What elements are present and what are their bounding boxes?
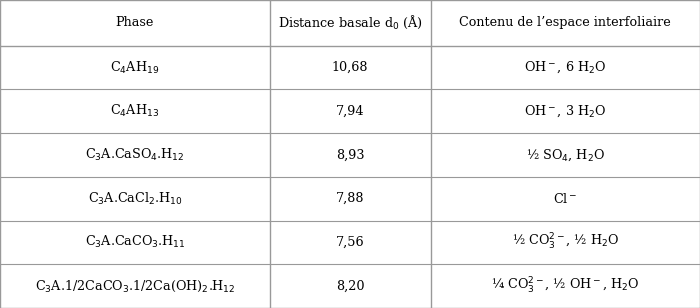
Text: C$_3$A.CaCl$_2$.H$_{10}$: C$_3$A.CaCl$_2$.H$_{10}$ [88, 191, 182, 207]
Text: ¼ CO$_3^{2-}$, ½ OH$^-$, H$_2$O: ¼ CO$_3^{2-}$, ½ OH$^-$, H$_2$O [491, 276, 639, 296]
Text: Distance basale d$_0$ (Å): Distance basale d$_0$ (Å) [278, 14, 422, 31]
Text: Contenu de l’espace interfoliaire: Contenu de l’espace interfoliaire [459, 16, 671, 29]
Text: 8,93: 8,93 [336, 148, 364, 161]
Text: ½ SO$_4$, H$_2$O: ½ SO$_4$, H$_2$O [526, 147, 605, 163]
Text: 7,56: 7,56 [336, 236, 364, 249]
Text: C$_4$AH$_{13}$: C$_4$AH$_{13}$ [110, 103, 160, 119]
Text: C$_3$A.CaSO$_4$.H$_{12}$: C$_3$A.CaSO$_4$.H$_{12}$ [85, 147, 184, 163]
Text: OH$^-$, 3 H$_2$O: OH$^-$, 3 H$_2$O [524, 103, 606, 119]
Text: 10,68: 10,68 [332, 61, 368, 74]
Text: 8,20: 8,20 [336, 280, 364, 293]
Text: ½ CO$_3^{2-}$, ½ H$_2$O: ½ CO$_3^{2-}$, ½ H$_2$O [512, 232, 619, 253]
Text: OH$^-$, 6 H$_2$O: OH$^-$, 6 H$_2$O [524, 60, 606, 75]
Text: C$_4$AH$_{19}$: C$_4$AH$_{19}$ [110, 59, 160, 75]
Text: Cl$^-$: Cl$^-$ [553, 192, 578, 206]
Text: Phase: Phase [116, 16, 154, 29]
Text: C$_3$A.1/2CaCO$_3$.1/2Ca(OH)$_2$.H$_{12}$: C$_3$A.1/2CaCO$_3$.1/2Ca(OH)$_2$.H$_{12}… [34, 278, 235, 294]
Text: C$_3$A.CaCO$_3$.H$_{11}$: C$_3$A.CaCO$_3$.H$_{11}$ [85, 234, 185, 250]
Text: 7,94: 7,94 [336, 105, 364, 118]
Text: 7,88: 7,88 [336, 192, 364, 205]
